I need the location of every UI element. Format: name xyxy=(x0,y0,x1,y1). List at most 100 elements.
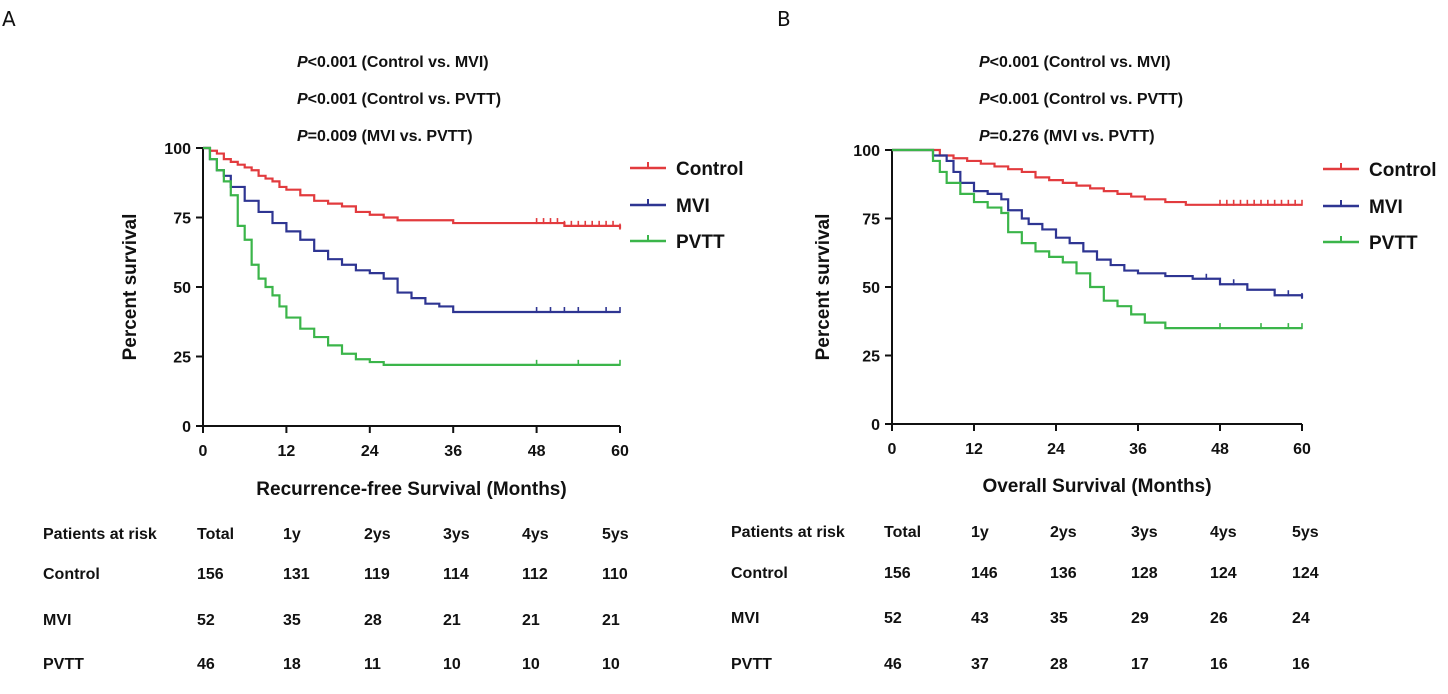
panel-a-risk-cell: 10 xyxy=(443,656,461,673)
panel-b-risk-cell: 17 xyxy=(1131,656,1149,673)
panel-b-risk-cell: Control xyxy=(731,565,788,582)
panel-a-xtick-label: 0 xyxy=(199,443,208,460)
panel-a-risk-cell: PVTT xyxy=(43,656,84,673)
panel-a-risk-header-cell: 2ys xyxy=(364,526,391,543)
panel-b-xtick-label: 0 xyxy=(888,441,897,458)
panel-b-pvalue-1: P<0.001 (Control vs. MVI) xyxy=(979,54,1171,71)
panel-a-xtick-label: 36 xyxy=(444,443,462,460)
panel-a-risk-header-cell: Total xyxy=(197,526,235,543)
panel-b-risk-header-cell: 1y xyxy=(971,524,989,541)
panel-b-series-control-line xyxy=(892,148,1302,206)
panel-a-legend-pvtt-label: PVTT xyxy=(676,232,725,253)
panel-b-letter: B xyxy=(777,7,791,31)
panel-b-ytick-label: 25 xyxy=(862,349,880,366)
panel-b-pvalue-3: P=0.276 (MVI vs. PVTT) xyxy=(979,128,1155,145)
panel-a-xtick-label: 12 xyxy=(278,443,296,460)
panel-a-risk-cell: 119 xyxy=(364,566,390,583)
panel-b-risk-cell: 28 xyxy=(1050,656,1068,673)
panel-b-series-pvtt-line xyxy=(892,148,1302,330)
panel-b-risk-header-cell: 2ys xyxy=(1050,524,1077,541)
panel-b-risk-cell: 35 xyxy=(1050,610,1068,627)
panel-b-legend-control-label: Control xyxy=(1369,160,1437,181)
panel-b-ytick-label: 75 xyxy=(862,212,880,229)
panel-b-series-mvi-line xyxy=(892,148,1304,298)
panel-a-risk-cell: 10 xyxy=(522,656,540,673)
panel-b-risk-cell: 124 xyxy=(1210,565,1237,582)
panel-b-xtick-label: 24 xyxy=(1047,441,1065,458)
panel-a-legend-mvi-label: MVI xyxy=(676,196,710,217)
panel-a-letter: A xyxy=(2,7,16,31)
panel-a-risk-header-cell: 5ys xyxy=(602,526,629,543)
panel-b-risk-cell: PVTT xyxy=(731,656,772,673)
panel-b-xtick-label: 36 xyxy=(1129,441,1147,458)
panel-b-risk-cell: 16 xyxy=(1210,656,1228,673)
panel-b-risk-cell: 124 xyxy=(1292,565,1319,582)
panel-a-legend-control-label: Control xyxy=(676,159,744,180)
panel-b-risk-cell: 156 xyxy=(884,565,911,582)
panel-a-ylabel: Percent survival xyxy=(120,214,141,361)
panel-a-risk-cell: 52 xyxy=(197,612,215,629)
panel-b-risk-cell: 136 xyxy=(1050,565,1077,582)
panel-a-series-control-line xyxy=(203,146,622,229)
panel-b-risk-cell: 29 xyxy=(1131,610,1149,627)
panel-b-legend-mvi-label: MVI xyxy=(1369,197,1403,218)
panel-b-ytick-label: 50 xyxy=(862,280,880,297)
panel-b-ylabel: Percent survival xyxy=(813,214,834,361)
panel-b-ytick-label: 0 xyxy=(871,417,880,434)
panel-a-ytick-label: 0 xyxy=(182,419,191,436)
panel-b-legend-pvtt-label: PVTT xyxy=(1369,233,1418,254)
panel-b-risk-cell: 128 xyxy=(1131,565,1158,582)
panel-a-risk-header-cell: 4ys xyxy=(522,526,549,543)
panel-b-risk-cell: 16 xyxy=(1292,656,1310,673)
panel-b-risk-header-cell: 5ys xyxy=(1292,524,1319,541)
panel-b-risk-cell: 43 xyxy=(971,610,989,627)
panel-a-pvalue-2: P<0.001 (Control vs. PVTT) xyxy=(297,91,501,108)
panel-a-risk-cell: 11 xyxy=(364,656,381,673)
panel-a-risk-cell: 28 xyxy=(364,612,382,629)
panel-b-risk-cell: 52 xyxy=(884,610,902,627)
panel-a-risk-cell: 114 xyxy=(443,566,469,583)
panel-a-risk-cell: 131 xyxy=(283,566,310,583)
panel-a-xtick-label: 48 xyxy=(528,443,546,460)
panel-a-series-pvtt-line xyxy=(203,146,620,366)
panel-b-risk-header-cell: 4ys xyxy=(1210,524,1237,541)
panel-a-risk-cell: 112 xyxy=(522,566,548,583)
panel-a-risk-cell: 46 xyxy=(197,656,215,673)
panel-a-risk-cell: MVI xyxy=(43,612,72,629)
panel-b-risk-cell: 26 xyxy=(1210,610,1228,627)
panel-a-risk-header-cell: 3ys xyxy=(443,526,470,543)
panel-b-ytick-label: 100 xyxy=(853,143,880,160)
panel-a-risk-cell: 10 xyxy=(602,656,620,673)
panel-b-xtick-label: 12 xyxy=(965,441,983,458)
panel-a-xtick-label: 60 xyxy=(611,443,629,460)
panel-a-risk-cell: 110 xyxy=(602,566,628,583)
panel-a-risk-cell: 156 xyxy=(197,566,224,583)
panel-b-risk-header-cell: 3ys xyxy=(1131,524,1158,541)
panel-a-risk-cell: 21 xyxy=(522,612,540,629)
panel-a-risk-header-cell: Patients at risk xyxy=(43,526,157,543)
panel-a-ytick-label: 50 xyxy=(173,280,191,297)
panel-a-series-mvi-line xyxy=(203,146,620,314)
panel-b-risk-header-cell: Patients at risk xyxy=(731,524,845,541)
panel-b-risk-cell: 46 xyxy=(884,656,902,673)
panel-b-pvalue-2: P<0.001 (Control vs. PVTT) xyxy=(979,91,1183,108)
panel-a-pvalue-3: P=0.009 (MVI vs. PVTT) xyxy=(297,128,473,145)
panel-a-risk-cell: 21 xyxy=(443,612,461,629)
panel-a-xtick-label: 24 xyxy=(361,443,379,460)
panel-a-risk-cell: 21 xyxy=(602,612,620,629)
panel-b-xtick-label: 60 xyxy=(1293,441,1311,458)
panel-b-risk-cell: 37 xyxy=(971,656,989,673)
panel-b-risk-cell: 146 xyxy=(971,565,998,582)
panel-a-risk-cell: 35 xyxy=(283,612,301,629)
panel-a-risk-cell: Control xyxy=(43,566,100,583)
panel-a-pvalue-1: P<0.001 (Control vs. MVI) xyxy=(297,54,489,71)
panel-a-ytick-label: 75 xyxy=(173,211,191,228)
panel-a-risk-header-cell: 1y xyxy=(283,526,301,543)
panel-a-ytick-label: 25 xyxy=(173,350,191,367)
panel-b-xtick-label: 48 xyxy=(1211,441,1229,458)
panel-b-risk-cell: MVI xyxy=(731,610,760,627)
panel-b-risk-cell: 24 xyxy=(1292,610,1310,627)
panel-a-risk-cell: 18 xyxy=(283,656,301,673)
panel-b-risk-header-cell: Total xyxy=(884,524,922,541)
